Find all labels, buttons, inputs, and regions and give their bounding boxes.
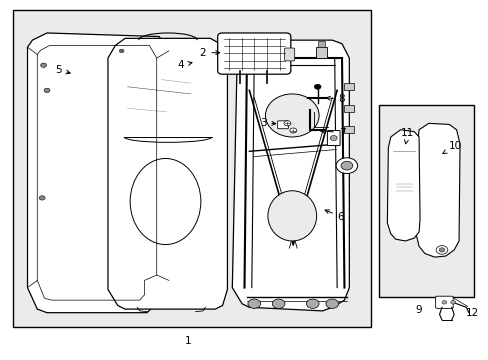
- Polygon shape: [414, 123, 459, 257]
- Bar: [13, 10, 370, 327]
- Circle shape: [289, 128, 296, 133]
- Text: 6: 6: [325, 210, 344, 221]
- Text: 3: 3: [259, 118, 275, 128]
- Polygon shape: [108, 39, 227, 309]
- Circle shape: [441, 301, 446, 304]
- Text: 2: 2: [199, 48, 219, 58]
- Bar: [344, 83, 353, 90]
- Circle shape: [284, 121, 290, 126]
- Bar: [315, 47, 327, 58]
- Ellipse shape: [267, 191, 316, 241]
- FancyBboxPatch shape: [327, 131, 339, 145]
- FancyBboxPatch shape: [435, 296, 452, 309]
- Circle shape: [330, 135, 336, 140]
- Text: 10: 10: [442, 141, 461, 154]
- Text: 4: 4: [178, 60, 192, 70]
- Text: 5: 5: [55, 64, 70, 75]
- Polygon shape: [27, 33, 168, 313]
- Text: 9: 9: [415, 305, 422, 315]
- Ellipse shape: [265, 94, 319, 137]
- Circle shape: [438, 248, 444, 252]
- Text: 11: 11: [401, 128, 414, 144]
- Circle shape: [340, 161, 352, 170]
- Bar: [378, 105, 473, 297]
- Circle shape: [435, 246, 447, 254]
- Circle shape: [222, 49, 227, 53]
- FancyBboxPatch shape: [277, 121, 288, 129]
- Polygon shape: [232, 40, 348, 311]
- Bar: [344, 105, 353, 112]
- Circle shape: [314, 84, 321, 89]
- Text: 12: 12: [465, 309, 478, 318]
- Bar: [344, 126, 353, 134]
- Circle shape: [247, 299, 260, 309]
- Circle shape: [325, 299, 338, 309]
- Circle shape: [44, 88, 50, 93]
- Circle shape: [119, 49, 124, 53]
- Text: 1: 1: [185, 336, 191, 346]
- Bar: [258, 47, 269, 58]
- Circle shape: [272, 299, 285, 309]
- FancyBboxPatch shape: [284, 48, 294, 61]
- Text: 7: 7: [320, 128, 345, 138]
- Circle shape: [306, 299, 319, 309]
- Polygon shape: [386, 130, 419, 241]
- Circle shape: [335, 158, 357, 174]
- Text: 8: 8: [325, 94, 345, 104]
- Circle shape: [450, 301, 455, 304]
- Circle shape: [39, 196, 45, 200]
- Bar: [260, 41, 267, 47]
- Circle shape: [41, 63, 46, 67]
- Bar: [317, 41, 325, 47]
- FancyBboxPatch shape: [217, 33, 290, 74]
